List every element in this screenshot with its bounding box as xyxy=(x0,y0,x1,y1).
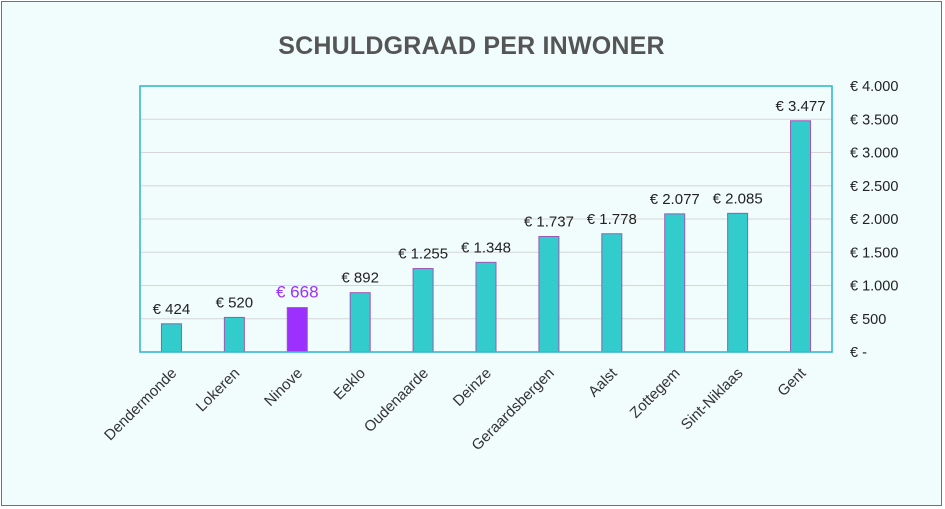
y-tick-label: € 2.000 xyxy=(850,212,898,228)
x-category-label: Sint-Niklaas xyxy=(678,365,747,434)
data-label: € 892 xyxy=(341,270,379,287)
y-axis-ticks: € - € 500 € 1.000 € 1.500 € 2.000 € 2.500 € 3.… xyxy=(850,79,898,361)
y-tick-label: € 4.000 xyxy=(850,79,898,95)
bars xyxy=(160,120,812,353)
x-category-label: Oudenaarde xyxy=(361,365,432,436)
data-label: € 668 xyxy=(276,283,319,302)
data-label: € 1.348 xyxy=(461,239,511,256)
x-category-label: Eeklo xyxy=(330,365,369,404)
bar-lokeren xyxy=(223,316,245,353)
data-label: € 2.085 xyxy=(713,190,763,207)
bar-oudenaarde xyxy=(412,268,434,353)
x-category-label: Deinze xyxy=(450,365,495,410)
chart-title: SCHULDGRAAD PER INWONER xyxy=(278,32,665,60)
bar-sint-niklaas xyxy=(727,212,749,353)
y-tick-label: € - xyxy=(850,345,867,361)
plot-area-border xyxy=(139,85,833,353)
data-label: € 1.778 xyxy=(587,211,637,228)
data-label: € 3.477 xyxy=(776,98,826,115)
x-category-label: Aalst xyxy=(585,364,621,400)
y-tick-label: € 1.500 xyxy=(850,245,898,261)
data-label: € 520 xyxy=(216,294,254,311)
x-category-label: Zottegem xyxy=(627,365,684,422)
data-label: € 1.255 xyxy=(398,246,448,263)
x-category-label: Dendermonde xyxy=(101,365,180,444)
data-labels: € 424 € 520 € 668 € 892 € 1.255 € 1.348 € 1.73… xyxy=(153,98,826,318)
bar-gent xyxy=(790,120,812,353)
y-tick-label: € 2.500 xyxy=(850,179,898,195)
y-tick-label: € 3.000 xyxy=(850,146,898,162)
bar-deinze xyxy=(475,261,497,353)
bar-dendermonde xyxy=(160,323,182,353)
bar-geraardsbergen xyxy=(538,235,560,353)
x-category-label: Lokeren xyxy=(193,365,243,415)
data-label: € 2.077 xyxy=(650,191,700,208)
bar-eeklo xyxy=(349,292,371,353)
bar-zottegem xyxy=(664,213,686,353)
x-category-label: Ninove xyxy=(261,365,306,410)
x-category-label: Gent xyxy=(774,364,810,400)
y-tick-label: € 1.000 xyxy=(850,279,898,295)
y-tick-label: € 3.500 xyxy=(850,112,898,128)
bar-ninove xyxy=(286,307,308,353)
bar-aalst xyxy=(601,233,623,353)
data-label: € 424 xyxy=(153,301,191,318)
data-label: € 1.737 xyxy=(524,213,574,230)
y-tick-label: € 500 xyxy=(850,312,886,328)
